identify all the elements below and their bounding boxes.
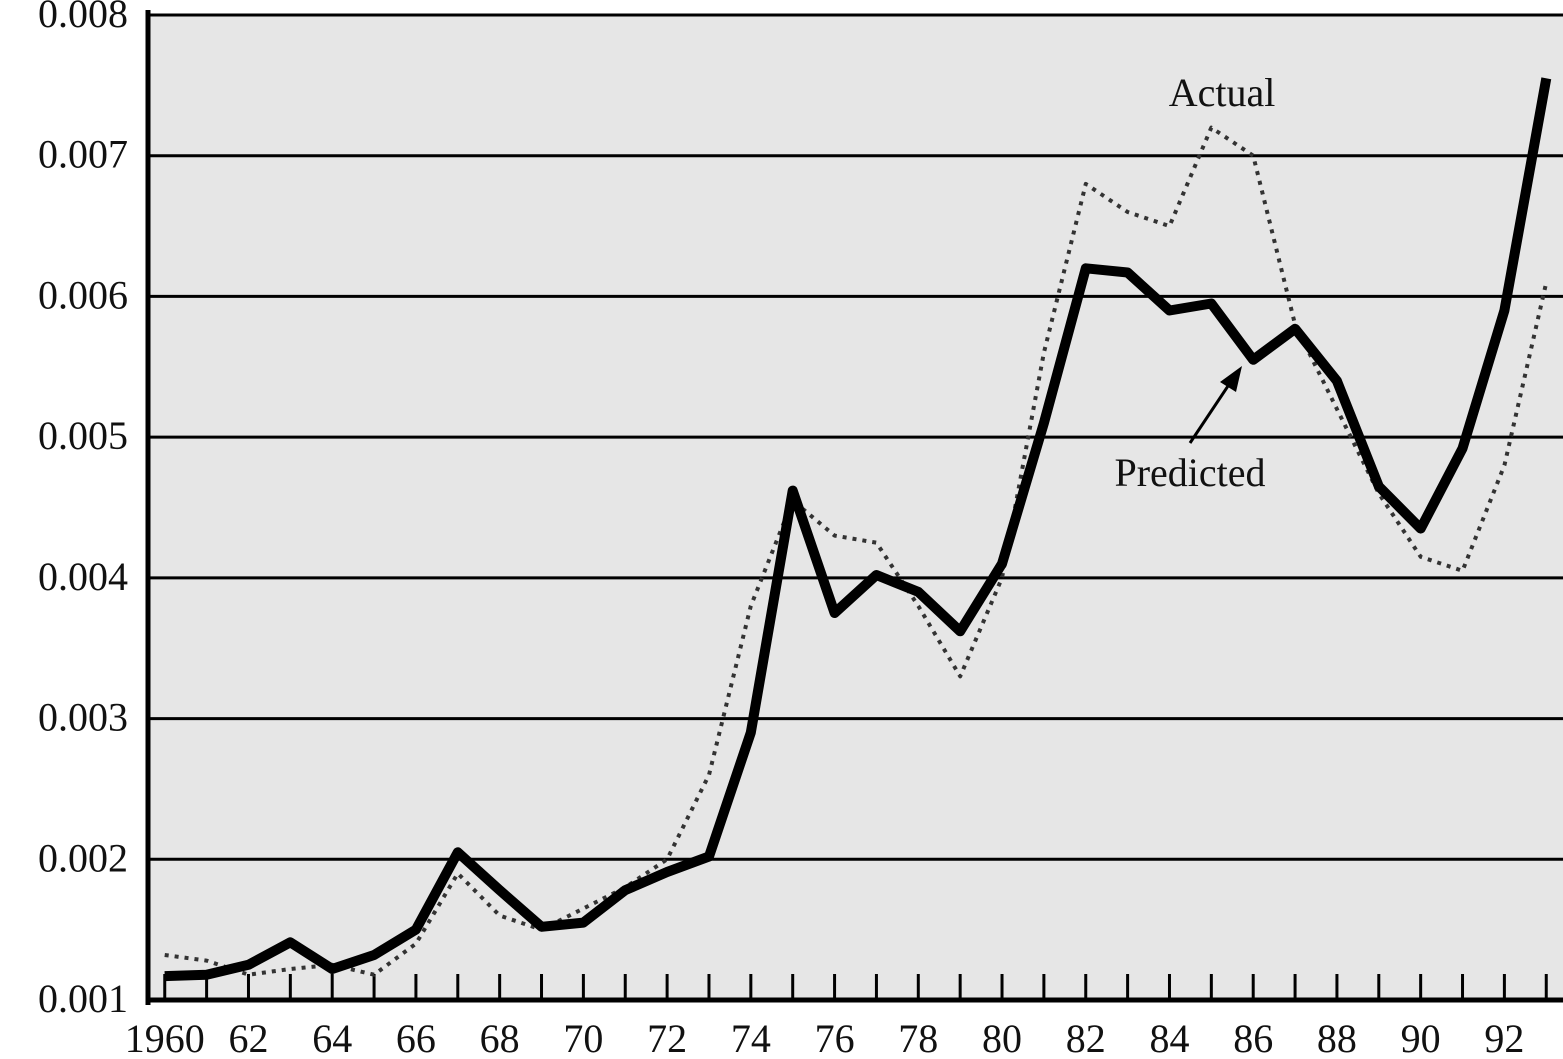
x-tick-label: 64 <box>312 1016 352 1059</box>
annotation-actual: Actual <box>1169 70 1276 115</box>
x-tick-label: 66 <box>396 1016 436 1059</box>
x-tick-label: 84 <box>1149 1016 1189 1059</box>
x-tick-label: 88 <box>1317 1016 1357 1059</box>
x-tick-label: 74 <box>731 1016 771 1059</box>
plot-area <box>148 15 1563 1000</box>
x-tick-label: 78 <box>898 1016 938 1059</box>
series-group <box>164 77 1552 982</box>
x-axis-ticks: 1960 62 64 66 68 70 72 74 76 78 80 82 84 86 88 90 92 <box>125 974 1548 1059</box>
y-tick-label: 0.006 <box>38 272 128 317</box>
x-tick-label: 90 <box>1401 1016 1441 1059</box>
x-tick-label: 1960 <box>125 1016 205 1059</box>
y-tick-label: 0.007 <box>38 132 128 177</box>
y-tick-label: 0.008 <box>38 0 128 36</box>
y-axis-ticks: 0.001 0.002 0.003 0.004 0.005 0.006 0.007 0.008 <box>38 0 128 1021</box>
y-tick-label: 0.002 <box>38 835 128 880</box>
y-tick-label: 0.003 <box>38 695 128 740</box>
x-tick-label: 72 <box>647 1016 687 1059</box>
annotations: Actual Predicted <box>1114 70 1275 495</box>
y-tick-label: 0.004 <box>38 554 128 599</box>
x-tick-label: 68 <box>480 1016 520 1059</box>
series-line-actual <box>164 125 1549 977</box>
x-tick-label: 80 <box>982 1016 1022 1059</box>
y-tick-label: 0.005 <box>38 413 128 458</box>
series-line-predicted <box>164 77 1552 982</box>
x-tick-label: 76 <box>815 1016 855 1059</box>
gridlines <box>145 10 1563 1005</box>
y-tick-label: 0.001 <box>38 976 128 1021</box>
annotation-arrow <box>1188 379 1234 444</box>
x-tick-label: 92 <box>1484 1016 1524 1059</box>
x-tick-label: 86 <box>1233 1016 1273 1059</box>
x-tick-label: 82 <box>1066 1016 1106 1059</box>
annotation-predicted: Predicted <box>1114 450 1265 495</box>
annotation-arrowhead <box>1220 366 1242 392</box>
x-tick-label: 70 <box>563 1016 603 1059</box>
x-tick-label: 62 <box>228 1016 268 1059</box>
